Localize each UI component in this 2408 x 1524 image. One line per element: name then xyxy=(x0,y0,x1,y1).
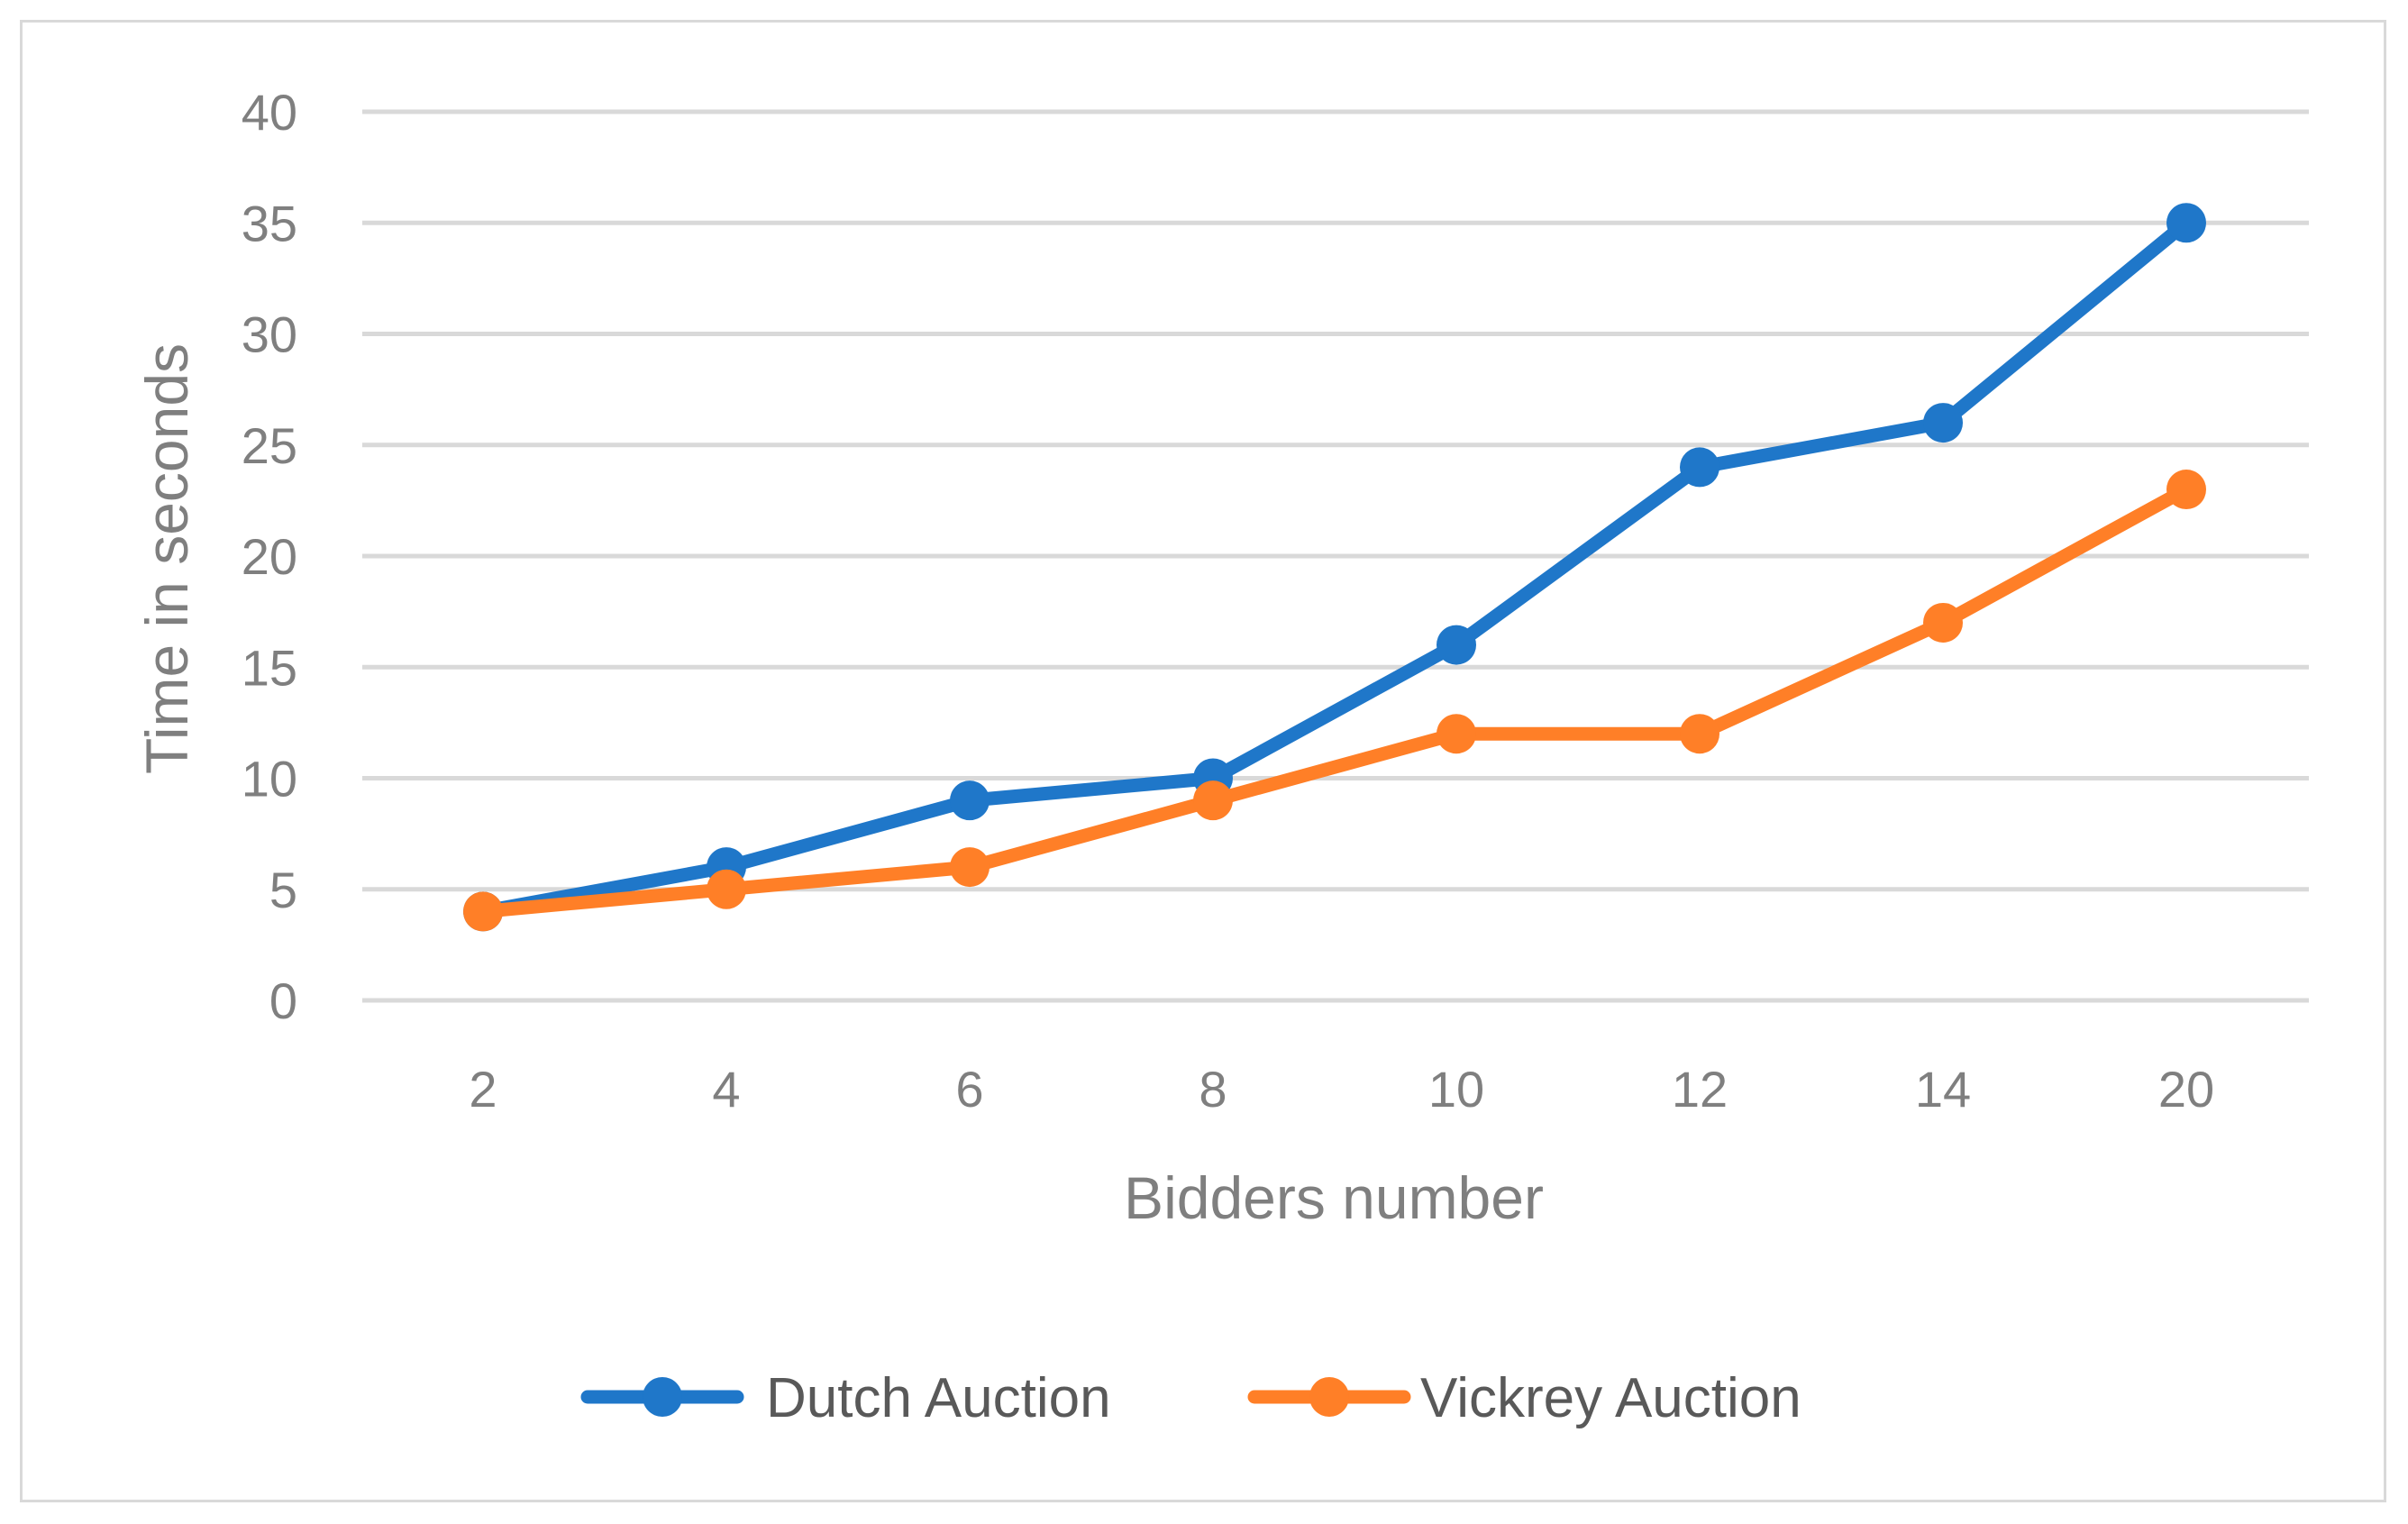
x-tick-label-6: 6 xyxy=(955,1061,983,1118)
data-point xyxy=(1923,602,1963,643)
data-point xyxy=(707,869,746,909)
series-vickrey-auction xyxy=(463,470,2206,932)
x-tick-label-14: 14 xyxy=(1915,1061,1971,1118)
y-tick-label-0: 0 xyxy=(269,972,297,1029)
y-tick-label-10: 10 xyxy=(242,751,297,808)
y-tick-label-35: 35 xyxy=(242,195,297,251)
y-tick-label-5: 5 xyxy=(269,862,297,918)
x-tick-label-8: 8 xyxy=(1199,1061,1227,1118)
legend-label: Dutch Auction xyxy=(766,1367,1111,1429)
y-tick-label-20: 20 xyxy=(242,528,297,585)
x-axis-title: Bidders number xyxy=(1124,1164,1544,1231)
x-tick-label-10: 10 xyxy=(1428,1061,1484,1118)
data-point xyxy=(950,780,990,821)
data-point xyxy=(1193,780,1233,821)
data-point xyxy=(463,891,503,932)
legend-label: Vickrey Auction xyxy=(1420,1367,1801,1429)
y-tick-label-40: 40 xyxy=(242,84,297,141)
legend-swatch-marker xyxy=(643,1377,682,1417)
series-dutch-auction xyxy=(463,203,2206,932)
x-tick-label-2: 2 xyxy=(469,1061,497,1118)
legend: Dutch Auction Vickrey Auction xyxy=(580,1367,1801,1429)
x-tick-label-12: 12 xyxy=(1672,1061,1728,1118)
y-axis-title: Time in seconds xyxy=(133,343,200,774)
legend-item-dutch-auction: Dutch Auction xyxy=(580,1367,1111,1429)
data-point xyxy=(2166,203,2206,243)
data-point xyxy=(1680,714,1719,754)
legend-item-vickrey-auction: Vickrey Auction xyxy=(1247,1367,1801,1429)
data-point xyxy=(1923,403,1963,443)
x-axis-ticks: 2 4 6 8 10 12 14 20 xyxy=(469,1061,2214,1118)
legend-swatch-marker xyxy=(1309,1377,1349,1417)
x-tick-label-20: 20 xyxy=(2158,1061,2214,1118)
y-axis-ticks: 0 5 10 15 20 25 30 35 40 xyxy=(242,84,297,1029)
data-point xyxy=(1437,625,1476,665)
y-tick-label-15: 15 xyxy=(242,639,297,696)
y-tick-label-25: 25 xyxy=(242,417,297,474)
series-layer xyxy=(463,203,2206,932)
series-line xyxy=(476,215,2194,918)
data-point xyxy=(1437,714,1476,754)
x-tick-label-4: 4 xyxy=(712,1061,740,1118)
data-point xyxy=(1680,447,1719,488)
data-point xyxy=(2166,470,2206,510)
data-point xyxy=(950,847,990,888)
y-tick-label-30: 30 xyxy=(242,306,297,363)
gridlines xyxy=(362,109,2309,1003)
series-line xyxy=(476,482,2194,918)
